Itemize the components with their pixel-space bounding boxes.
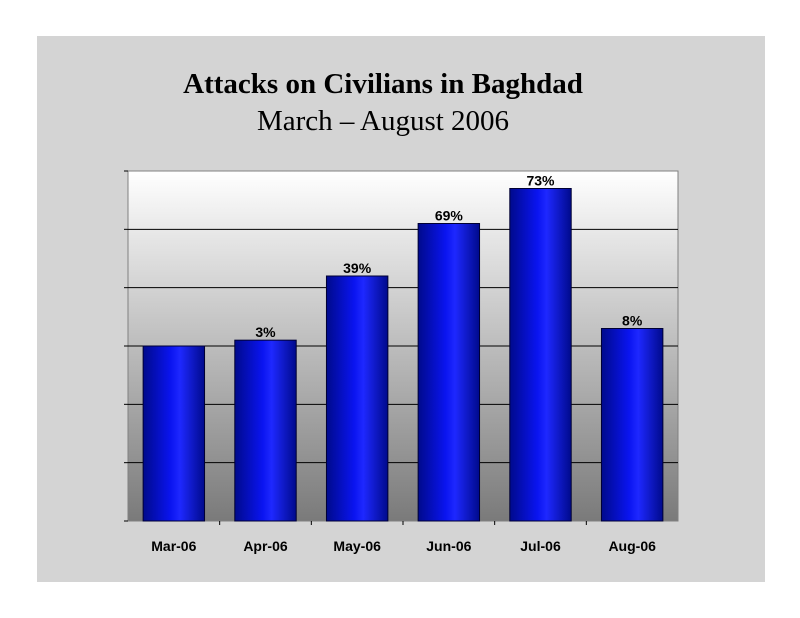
x-tick-label: Jun-06	[426, 538, 471, 554]
chart-subtitle: March – August 2006	[256, 105, 510, 137]
data-label: 3%	[255, 324, 276, 340]
data-label: 69%	[435, 208, 464, 224]
chart-title: Attacks on Civilians in Baghdad	[183, 68, 583, 100]
data-labels: 3% 39% 69% 73% 8%	[255, 173, 642, 341]
bar-may-06	[325, 275, 389, 522]
x-tick-label: Aug-06	[608, 538, 656, 554]
x-tick-label: May-06	[333, 538, 381, 554]
bar-apr-06	[234, 339, 297, 522]
data-label: 39%	[343, 260, 372, 276]
bar-aug-06	[600, 328, 664, 522]
bars	[142, 188, 664, 522]
bar-jul-06	[509, 188, 572, 522]
x-tick-labels: Mar-06 Apr-06 May-06 Jun-06 Jul-06 Aug-06	[151, 521, 656, 554]
data-label: 73%	[526, 173, 555, 189]
data-label: 8%	[622, 313, 643, 329]
bar-mar-06	[142, 345, 206, 522]
bar-jun-06	[417, 223, 481, 522]
x-tick-label: Apr-06	[243, 538, 288, 554]
gridlines	[124, 170, 678, 522]
x-tick-label: Mar-06	[151, 538, 196, 554]
x-tick-label: Jul-06	[520, 538, 561, 554]
